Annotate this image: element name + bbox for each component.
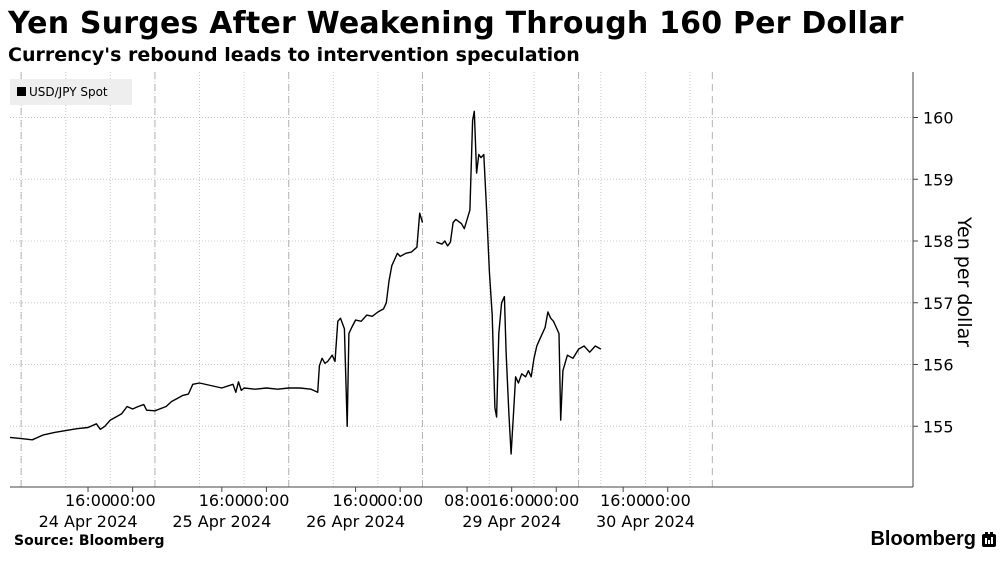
x-time-label: 08:00 [444, 491, 490, 510]
x-time-label: 00:00 [645, 491, 691, 510]
axes [10, 72, 914, 488]
chart-title: Yen Surges After Weakening Through 160 P… [8, 6, 904, 41]
x-time-label: 00:00 [243, 491, 289, 510]
gridlines [10, 72, 918, 492]
legend-swatch [17, 87, 26, 96]
series-line-segment [436, 110, 602, 455]
x-time-label: 00:00 [533, 491, 579, 510]
legend: USD/JPY Spot [10, 79, 132, 105]
y-tick-label: 159 [923, 170, 954, 189]
series-line-segment [9, 212, 424, 441]
y-axis-title: Yen per dollar [953, 216, 975, 347]
y-tick-label: 157 [923, 294, 954, 313]
x-time-label: 16:00 [489, 491, 535, 510]
x-date-label: 29 Apr 2024 [462, 512, 561, 531]
legend-background [10, 79, 132, 105]
x-time-label: 00:00 [377, 491, 423, 510]
x-date-label: 24 Apr 2024 [39, 512, 138, 531]
y-tick-label: 160 [923, 109, 954, 128]
bloomberg-wordmark: Bloomberg [870, 528, 976, 550]
legend-label: USD/JPY Spot [29, 85, 108, 99]
x-date-label: 25 Apr 2024 [172, 512, 271, 531]
x-time-label: 00:00 [110, 491, 156, 510]
chart-subtitle: Currency's rebound leads to intervention… [8, 44, 580, 66]
x-time-label: 16:00 [600, 491, 646, 510]
source-note: Source: Bloomberg [14, 533, 165, 549]
x-time-label: 16:00 [65, 491, 111, 510]
x-date-label: 26 Apr 2024 [306, 512, 405, 531]
y-tick-label: 156 [923, 356, 954, 375]
bloomberg-terminal-icon [982, 532, 996, 547]
series-usdjpy [9, 110, 602, 455]
x-date-label: 30 Apr 2024 [596, 512, 695, 531]
y-tick-label: 155 [923, 417, 954, 436]
x-time-label: 16:00 [333, 491, 379, 510]
x-time-label: 16:00 [199, 491, 245, 510]
y-tick-label: 158 [923, 232, 954, 251]
